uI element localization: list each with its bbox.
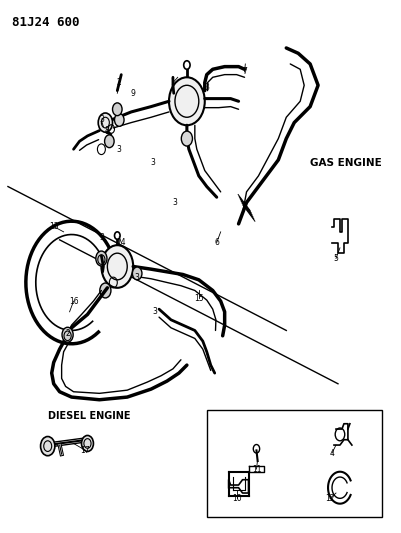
Text: DIESEL ENGINE: DIESEL ENGINE (48, 411, 130, 421)
Text: 17: 17 (81, 446, 90, 455)
Text: 3: 3 (99, 233, 104, 241)
Text: 3: 3 (117, 145, 122, 154)
Text: 2: 2 (65, 329, 70, 337)
Circle shape (169, 77, 205, 125)
Circle shape (96, 251, 107, 266)
Text: 11: 11 (252, 465, 261, 473)
Bar (207, 410, 382, 517)
Text: 13: 13 (49, 222, 59, 231)
Text: 3: 3 (153, 308, 158, 316)
Circle shape (98, 113, 113, 132)
Circle shape (100, 283, 111, 298)
Text: 9: 9 (131, 89, 136, 98)
Text: 3: 3 (151, 158, 156, 167)
Circle shape (184, 61, 190, 69)
Text: 81J24 600: 81J24 600 (12, 16, 79, 29)
Circle shape (81, 435, 93, 451)
Text: 14: 14 (116, 238, 126, 247)
Text: 2: 2 (117, 78, 122, 87)
Text: 3: 3 (99, 116, 104, 124)
Text: 5: 5 (334, 254, 338, 263)
Circle shape (41, 437, 55, 456)
Text: 8: 8 (105, 126, 110, 135)
Text: 4: 4 (330, 449, 334, 457)
Text: 3: 3 (205, 84, 209, 92)
Text: 12: 12 (325, 494, 335, 503)
Circle shape (101, 245, 133, 288)
Text: 7: 7 (242, 68, 247, 76)
Text: 16: 16 (69, 297, 78, 305)
Circle shape (132, 267, 142, 280)
Circle shape (115, 114, 124, 126)
Circle shape (113, 103, 122, 116)
Circle shape (115, 232, 120, 239)
Text: GAS & DIESEL: GAS & DIESEL (251, 435, 321, 444)
Text: 1: 1 (170, 78, 175, 87)
Text: 6: 6 (214, 238, 219, 247)
Text: 3: 3 (172, 198, 177, 207)
Circle shape (181, 131, 192, 146)
Text: 15: 15 (194, 294, 204, 303)
Text: 10: 10 (232, 494, 241, 503)
Circle shape (105, 135, 114, 148)
Circle shape (62, 327, 73, 342)
Text: 3: 3 (135, 273, 140, 281)
Text: GAS ENGINE: GAS ENGINE (310, 158, 382, 167)
